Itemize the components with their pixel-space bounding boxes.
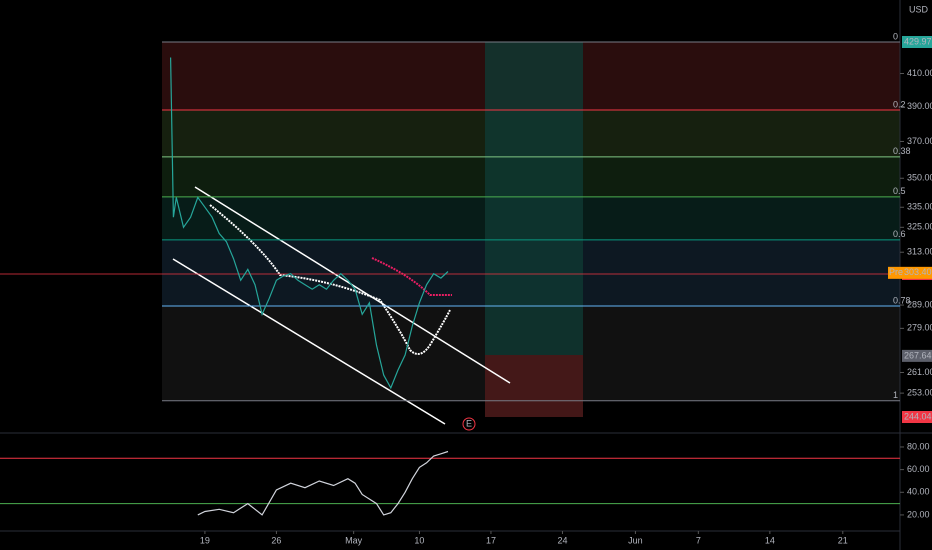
y-tick-label: 279.00 — [907, 323, 932, 333]
earnings-marker — [462, 417, 476, 431]
tag-box — [888, 266, 902, 279]
x-tick-label: 17 — [486, 535, 496, 545]
stop-zone — [485, 355, 583, 417]
price-label-box — [902, 411, 932, 423]
x-tick-label: 14 — [765, 535, 775, 545]
fib-label: 1 — [893, 390, 898, 400]
currency: USD — [909, 4, 929, 14]
x-tick-label: Jun — [628, 535, 643, 545]
y-tick-label: 335.00 — [907, 202, 932, 212]
y-tick-label: 40.00 — [907, 487, 930, 497]
price-label: 429.97 — [904, 36, 932, 46]
y-tick-label: 350.00 — [907, 173, 932, 183]
x-tick-label: 21 — [838, 535, 848, 545]
price-label: 244.04 — [904, 411, 932, 421]
fib-label: 0.78 — [893, 295, 911, 305]
price-label: 303.40 — [904, 267, 932, 277]
moving-average — [209, 204, 451, 355]
earnings-label: E — [466, 418, 472, 428]
y-tick-label: 60.00 — [907, 464, 930, 474]
price-line-series — [170, 57, 449, 390]
y-tick-label: 390.00 — [907, 101, 932, 111]
y-tick-label: 20.00 — [907, 509, 930, 519]
x-tick-label: 19 — [200, 535, 210, 545]
x-tick-label: 24 — [557, 535, 567, 545]
fib-label: 0.38 — [893, 146, 911, 156]
fib-label: 0.5 — [893, 186, 906, 196]
price-label-box — [902, 349, 932, 362]
moving-average — [371, 257, 452, 296]
tag: Pre — [889, 267, 903, 277]
x-tick-label: 26 — [271, 535, 281, 545]
fib-label: 0.2 — [893, 99, 906, 109]
fib-label: 0 — [893, 31, 898, 41]
fib-label: 0.6 — [893, 229, 906, 239]
price-label-box — [902, 36, 932, 48]
x-tick-label: 10 — [414, 535, 424, 545]
y-tick-label: 370.00 — [907, 136, 932, 146]
target-zone — [485, 42, 583, 355]
y-tick-label: 313.00 — [907, 247, 932, 257]
channel-line — [194, 186, 511, 384]
y-tick-label: 80.00 — [907, 441, 930, 451]
rsi-line — [197, 450, 449, 516]
y-tick-label: 325.00 — [907, 222, 932, 232]
channel-line — [172, 258, 446, 425]
y-tick-label: 289.00 — [907, 299, 932, 309]
price-label: 267.64 — [904, 350, 932, 360]
price-label-box — [902, 266, 932, 279]
y-tick-label: 253.00 — [907, 388, 932, 398]
x-tick-label: 7 — [696, 535, 701, 545]
y-tick-label: 261.00 — [907, 367, 932, 377]
y-tick-label: 410.00 — [907, 68, 932, 78]
x-tick-label: May — [345, 535, 363, 545]
